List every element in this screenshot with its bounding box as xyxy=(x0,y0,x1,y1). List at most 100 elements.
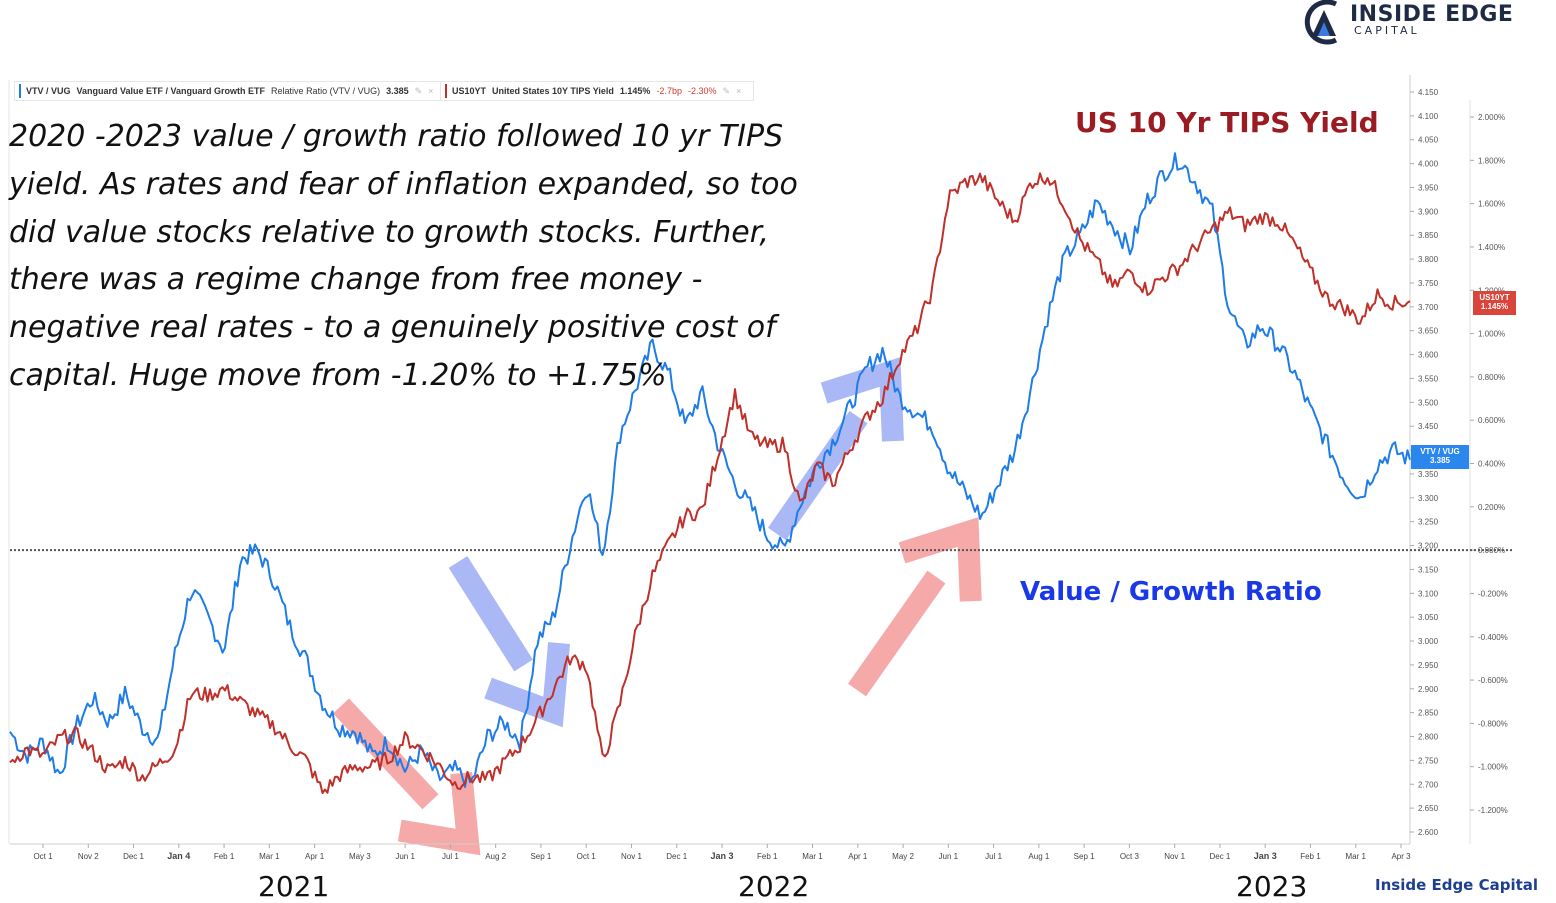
blue-arrow-up-head xyxy=(820,357,904,442)
legend-tips-symbol: US10YT xyxy=(452,86,487,96)
x-axis-tick-label: Dec 1 xyxy=(123,852,144,861)
year-label-2022: 2022 xyxy=(738,870,810,903)
ratio-tag-value: 3.385 xyxy=(1429,456,1451,465)
left-axis-tick-label: 4.050 xyxy=(1418,136,1439,145)
legend-tips-value: 1.145% xyxy=(619,86,651,96)
x-axis-tick-label: Oct 1 xyxy=(577,852,597,861)
x-axis-tick-label: Feb 1 xyxy=(214,852,235,861)
red-arrow-up-head xyxy=(898,517,982,602)
year-label-2023: 2023 xyxy=(1236,870,1308,903)
left-axis-tick-label: 3.200 xyxy=(1418,542,1439,551)
blue-arrow-up-shaft xyxy=(767,410,868,541)
x-axis-tick-label: Jan 3 xyxy=(710,851,733,861)
x-axis-tick-label: Dec 1 xyxy=(1209,852,1230,861)
right-axis-tick-label: 2.000% xyxy=(1478,113,1505,122)
ratio-last-value-tag: VTV / VUG 3.385 xyxy=(1411,445,1469,469)
x-axis-tick-label: Sep 1 xyxy=(530,852,551,861)
left-axis-tick-label: 3.700 xyxy=(1418,303,1439,312)
x-axis-tick-label: Mar 1 xyxy=(1346,852,1367,861)
x-axis-tick-label: Jul 1 xyxy=(985,852,1002,861)
x-axis-tick-label: Apr 3 xyxy=(1391,852,1411,861)
left-axis-tick-label: 3.000 xyxy=(1418,637,1439,646)
right-axis-tick-label: 0.200% xyxy=(1478,503,1505,512)
left-axis-tick-label: 3.750 xyxy=(1418,279,1439,288)
tips-tag-symbol: US10YT xyxy=(1479,293,1510,302)
x-axis-tick-label: Nov 1 xyxy=(1164,852,1185,861)
red-arrow-down-head xyxy=(397,772,481,856)
x-axis-tick-label: Oct 1 xyxy=(33,852,53,861)
left-axis-tick-label: 2.850 xyxy=(1418,709,1439,718)
x-axis-tick-label: Jan 3 xyxy=(1254,851,1277,861)
logo-sub: CAPITAL xyxy=(1354,24,1420,37)
legend-vtv-type: Relative Ratio (VTV / VUG) xyxy=(271,86,381,96)
inside-edge-logo: INSIDE EDGE CAPITAL xyxy=(1296,0,1536,46)
x-axis-tick-label: Mar 1 xyxy=(259,852,280,861)
left-axis-tick-label: 4.150 xyxy=(1418,88,1439,97)
right-axis-tick-label: -0.400% xyxy=(1478,633,1508,642)
blue-arrow-down-head xyxy=(484,642,571,728)
settings-icon[interactable]: ✎ xyxy=(722,85,731,96)
left-axis-tick-label: 2.650 xyxy=(1418,804,1439,813)
x-axis-tick-label: Nov 2 xyxy=(78,852,99,861)
footer-brand: Inside Edge Capital xyxy=(1375,876,1539,894)
x-axis-tick-label: Jun 1 xyxy=(939,852,959,861)
ratio-series-label: Value / Growth Ratio xyxy=(1020,577,1322,607)
left-axis-tick-label: 3.550 xyxy=(1418,374,1439,383)
left-axis-tick-label: 2.700 xyxy=(1418,780,1439,789)
legend-vtv-value: 3.385 xyxy=(386,86,409,96)
close-icon[interactable]: × xyxy=(736,86,742,96)
legend-vtv-desc: Vanguard Value ETF / Vanguard Growth ETF xyxy=(76,86,266,96)
right-axis-tick-label: 1.200% xyxy=(1478,286,1505,295)
legend-tips[interactable]: US10YT United States 10Y TIPS Yield 1.14… xyxy=(440,81,755,101)
left-axis-tick-label: 3.300 xyxy=(1418,494,1439,503)
left-axis-tick-label: 2.800 xyxy=(1418,733,1439,742)
x-axis-tick-label: Mar 1 xyxy=(802,852,823,861)
legend-tips-desc: United States 10Y TIPS Yield xyxy=(492,86,614,96)
right-axis-tick-label: -0.200% xyxy=(1478,589,1508,598)
left-axis-tick-label: 3.850 xyxy=(1418,231,1439,240)
left-axis-tick-label: 3.900 xyxy=(1418,207,1439,216)
legend-tips-chg-pct: -2.30% xyxy=(687,86,717,96)
left-axis-tick-label: 3.600 xyxy=(1418,351,1439,360)
logo-mark-icon xyxy=(1304,0,1338,45)
x-axis-tick-label: Jul 1 xyxy=(442,852,459,861)
left-axis-tick-label: 4.100 xyxy=(1418,112,1439,121)
settings-icon[interactable]: ✎ xyxy=(414,85,423,96)
left-axis-tick-label: 4.000 xyxy=(1418,160,1439,169)
left-axis-tick-label: 2.750 xyxy=(1418,756,1439,765)
year-label-2021: 2021 xyxy=(258,870,330,903)
x-axis-tick-label: Nov 1 xyxy=(621,852,642,861)
red-arrow-up-shaft xyxy=(847,570,946,697)
legend-tips-chg-bp: -2.7bp xyxy=(656,86,682,96)
left-axis-tick-label: 3.350 xyxy=(1418,470,1439,479)
right-axis-tick-label: -1.000% xyxy=(1478,763,1508,772)
left-axis-tick-label: 2.600 xyxy=(1418,828,1439,837)
x-axis-tick-label: Oct 3 xyxy=(1120,852,1140,861)
legend-vtv[interactable]: VTV / VUG Vanguard Value ETF / Vanguard … xyxy=(14,81,447,101)
legend-vtv-symbol: VTV / VUG xyxy=(26,86,71,96)
left-axis-tick-label: 3.950 xyxy=(1418,183,1439,192)
close-icon[interactable]: × xyxy=(428,86,434,96)
series-line-us10yt xyxy=(9,172,1411,794)
right-axis-tick-label: 1.000% xyxy=(1478,330,1505,339)
x-axis-tick-label: Jan 4 xyxy=(167,851,190,861)
tips-tag-value: 1.145% xyxy=(1480,302,1509,311)
right-axis-tick-label: 1.400% xyxy=(1478,243,1505,252)
left-axis-tick-label: 3.250 xyxy=(1418,518,1439,527)
x-axis-tick-label: Apr 1 xyxy=(305,852,325,861)
left-axis-tick-label: 3.650 xyxy=(1418,327,1439,336)
series-line-vtv-vug xyxy=(9,152,1411,788)
annotation-arrows xyxy=(332,357,982,856)
x-axis-tick-label: Feb 1 xyxy=(757,852,778,861)
blue-arrow-down-shaft xyxy=(448,556,533,672)
x-axis-tick-label: Jun 1 xyxy=(395,852,415,861)
right-axis-tick-label: 0.400% xyxy=(1478,460,1505,469)
x-axis-tick-label: Dec 1 xyxy=(666,852,687,861)
right-axis-tick-label: 1.800% xyxy=(1478,156,1505,165)
x-axis-tick-label: Apr 1 xyxy=(848,852,868,861)
x-axis-tick-label: Aug 1 xyxy=(1028,852,1049,861)
chart-series xyxy=(9,152,1411,794)
logo-name: INSIDE EDGE xyxy=(1350,2,1514,27)
right-axis-tick-label: 0.800% xyxy=(1478,373,1505,382)
